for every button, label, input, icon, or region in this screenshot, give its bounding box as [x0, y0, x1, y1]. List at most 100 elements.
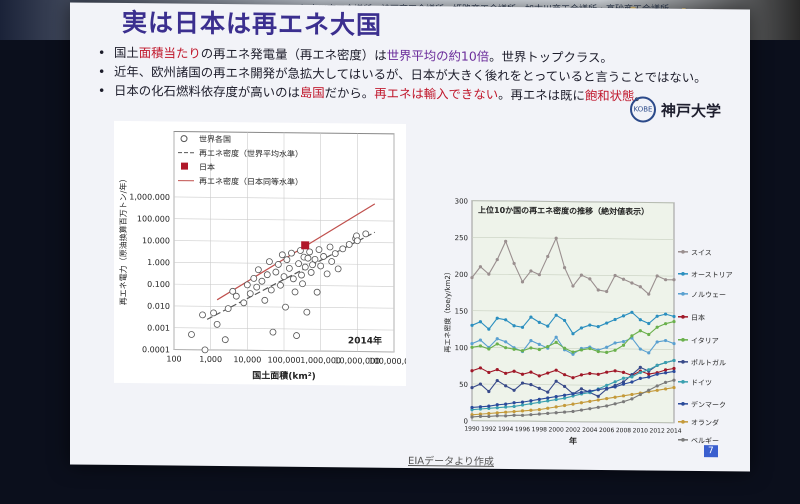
- x-tick-label: 100,000,000: [369, 357, 406, 367]
- series-point: [672, 319, 676, 324]
- legend-label: 日本: [199, 162, 215, 172]
- y-gridline: [174, 327, 394, 331]
- y-gridline: [174, 283, 394, 287]
- series-point: [487, 411, 491, 416]
- series-point: [663, 360, 668, 365]
- y-tick-label: 0.0001: [142, 345, 170, 354]
- series-point: [537, 386, 541, 390]
- series-point: [621, 382, 626, 386]
- series-point: [529, 413, 533, 417]
- country-point: [323, 270, 331, 278]
- series-point: [512, 369, 516, 373]
- series-point: [621, 314, 626, 318]
- country-point: [254, 266, 262, 274]
- x-tick-label: 2002: [565, 427, 580, 434]
- series-point: [588, 399, 592, 403]
- series-point: [596, 372, 600, 376]
- bullet-dot-icon: •: [98, 44, 106, 60]
- series-point: [554, 397, 558, 402]
- bullet-dot-icon: •: [98, 63, 106, 79]
- series-point: [647, 332, 651, 337]
- legend-label: スイス: [691, 249, 712, 257]
- x-tick-label: 1998: [532, 426, 547, 433]
- series-point: [537, 400, 541, 404]
- series-point: [495, 316, 499, 320]
- x-tick-label: 2012: [650, 428, 665, 435]
- legend-square-icon: [181, 162, 188, 170]
- y-gridline: [472, 310, 674, 314]
- series-point: [554, 379, 558, 383]
- series-point: [495, 406, 499, 410]
- series-point: [562, 318, 567, 323]
- series-point: [478, 366, 483, 370]
- y-tick-label: 250: [455, 234, 468, 242]
- series-point: [672, 385, 676, 390]
- series-point: [588, 323, 592, 327]
- series-point: [504, 384, 508, 388]
- y-gridline: [174, 349, 394, 353]
- series-point: [504, 340, 508, 344]
- series-point: [630, 380, 634, 384]
- series-point: [546, 254, 550, 259]
- legend-label: 再エネ密度（日本同等水準）: [199, 176, 303, 187]
- country-point: [266, 258, 273, 266]
- country-point: [272, 268, 280, 276]
- series-point: [605, 404, 609, 408]
- series-point: [478, 405, 483, 409]
- legend-marker-icon: [681, 250, 685, 254]
- series-point: [470, 405, 474, 410]
- series-point: [537, 397, 541, 401]
- series-point: [621, 339, 626, 344]
- series-point: [470, 276, 474, 280]
- x-tick-label: 1996: [515, 426, 530, 433]
- country-point: [320, 253, 327, 260]
- series-point: [512, 347, 516, 351]
- country-point: [315, 246, 323, 254]
- series-point: [663, 371, 668, 375]
- y-gridline: [472, 200, 674, 204]
- x-tick-label: 100,000: [267, 356, 300, 365]
- series-point: [579, 408, 584, 412]
- series-point: [638, 376, 642, 381]
- series-point: [470, 413, 474, 417]
- series-point: [554, 368, 558, 372]
- legend-label: ドイツ: [691, 379, 712, 387]
- series-point: [579, 326, 584, 330]
- series-point: [520, 372, 525, 376]
- series-point: [630, 397, 634, 401]
- country-point: [307, 269, 315, 276]
- series-point: [470, 415, 474, 419]
- series-point: [562, 396, 567, 400]
- series-point: [647, 321, 651, 326]
- series-point: [630, 310, 634, 314]
- line-chart-title: 上位10か国の再エネ密度の推移（絶対値表示）: [478, 205, 649, 217]
- country-point: [353, 237, 361, 245]
- series-point: [571, 352, 575, 356]
- series-point: [613, 341, 617, 345]
- series-point: [520, 280, 525, 284]
- country-point: [283, 256, 291, 264]
- scatter-chart: 100 1,000 10,000 100,000 1,000,000 10,000,000…: [114, 120, 419, 386]
- x-tick-label: 1,000: [199, 355, 222, 364]
- country-point: [328, 258, 336, 265]
- series-point: [495, 403, 499, 407]
- x-tick-label: 2006: [599, 427, 614, 434]
- bullet-text: の再エネ発電量（再エネ密度）は: [200, 45, 387, 63]
- series-point: [495, 337, 499, 341]
- series-point: [672, 341, 676, 346]
- series-point: [520, 403, 525, 407]
- series-point: [546, 396, 550, 400]
- series-point: [537, 342, 541, 346]
- x-tick-label: 1990: [464, 426, 479, 433]
- series-point: [495, 367, 499, 372]
- series-point: [672, 358, 676, 363]
- country-point: [232, 292, 240, 300]
- series-point: [554, 335, 558, 339]
- legend-marker-icon: [681, 272, 685, 276]
- legend-label: イタリア: [691, 336, 719, 345]
- x-tick-label: 2008: [616, 427, 631, 434]
- country-point: [267, 286, 275, 294]
- series-point: [562, 403, 567, 408]
- country-point: [210, 309, 217, 317]
- series-point: [487, 327, 491, 331]
